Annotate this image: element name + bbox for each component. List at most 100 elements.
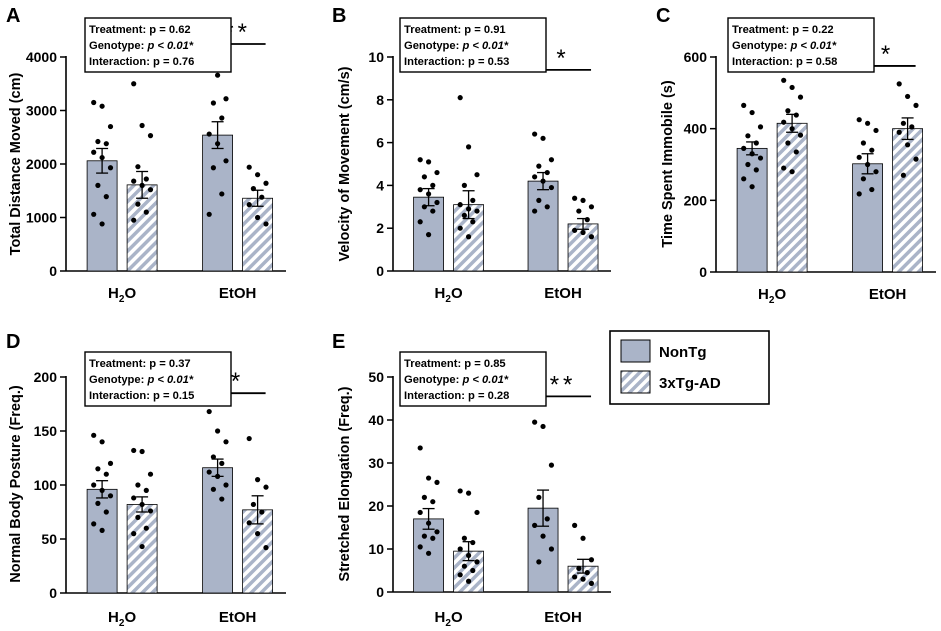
data-point [873,169,879,175]
data-point [103,141,109,147]
data-point [576,208,582,214]
data-point [246,202,252,208]
y-tick-label: 150 [34,423,58,439]
data-point [425,232,432,238]
data-point [856,117,862,123]
data-point [250,501,256,508]
data-point [91,482,97,488]
data-point [749,184,755,190]
data-point [95,500,101,506]
data-point [465,578,472,584]
data-point [572,227,578,233]
y-axis-label: Velocity of Movement (cm/s) [337,66,353,261]
data-point [95,182,101,188]
y-tick-label: 8 [376,92,384,108]
y-tick-label: 3000 [26,103,57,119]
data-point [421,204,427,210]
data-point [223,482,229,488]
data-point [139,543,145,550]
data-point [143,525,149,531]
data-point [457,202,463,208]
data-point [580,576,586,582]
bar-3xtg [242,197,274,272]
data-point [417,509,423,516]
data-point [584,570,590,576]
data-point [536,559,542,565]
data-point [434,529,440,535]
y-tick-label: 50 [368,369,384,385]
data-point [457,225,463,231]
data-point [91,432,97,438]
x-category-label: EtOH [544,285,582,302]
data-point [544,516,550,522]
y-tick-label: 2000 [26,156,57,172]
data-point [753,140,759,146]
stats-treatment: Treatment: p = 0.91 [404,24,506,36]
data-point [255,477,261,483]
data-point [223,158,229,164]
x-category-label: H2O [435,285,463,305]
data-point [905,93,911,100]
data-point [246,164,252,170]
data-point [572,195,578,201]
data-point [540,423,546,430]
data-point [457,572,463,578]
panel-c: C Time Spent Immobile (s) 0 200 400 600 H2O EtO… [656,5,936,306]
y-tick-label: 600 [684,49,708,65]
data-point [532,174,538,180]
data-point [139,122,145,129]
data-point [91,99,97,106]
data-point [131,81,137,87]
data-point [131,178,137,184]
significance-marker: * [231,368,244,395]
data-point [421,174,427,180]
stats-box [399,17,547,73]
data-point [576,565,582,571]
data-point [584,217,590,223]
bar-nontg [736,147,768,273]
data-point [219,191,225,197]
x-category-label: EtOH [544,609,582,626]
data-point [135,201,141,207]
stats-box [84,351,232,407]
data-point [465,552,472,559]
data-point [95,138,101,145]
data-point [219,496,225,502]
bar-3xtg [892,128,923,273]
panel-e: E Stretched Elongation (Freq.) 0 10 20 30 40 50… [332,331,611,629]
panel-a: A Total Distance Moved (cm) 0 1000 2000 3000 4… [6,5,286,305]
data-point [793,149,799,155]
data-point [131,495,137,501]
data-point [873,127,879,134]
data-point [793,112,799,118]
y-tick-label: 200 [684,192,708,208]
data-point [860,176,867,182]
data-point [206,408,212,415]
data-point [147,508,154,514]
significance-marker: ** [550,371,577,398]
data-point [905,142,911,148]
stats-interaction: Interaction: p = 0.28 [404,390,509,402]
data-point [781,77,787,83]
data-point [430,182,436,188]
data-point [139,501,145,508]
data-point [749,151,755,157]
data-point [869,186,875,193]
data-point [135,514,141,521]
data-point [91,211,97,217]
data-point [465,206,472,212]
data-point [856,154,862,160]
data-point [540,135,546,141]
stats-interaction: Interaction: p = 0.76 [89,56,194,68]
data-point [536,494,542,500]
data-point [430,499,436,505]
data-point [210,165,216,171]
stats-treatment: Treatment: p = 0.85 [404,358,506,370]
data-point [869,147,875,153]
data-point [536,163,542,169]
y-axis-label: Time Spent Immobile (s) [660,80,676,247]
data-point [430,208,436,214]
data-point [789,126,795,132]
data-point [434,169,440,176]
data-point [470,539,476,546]
